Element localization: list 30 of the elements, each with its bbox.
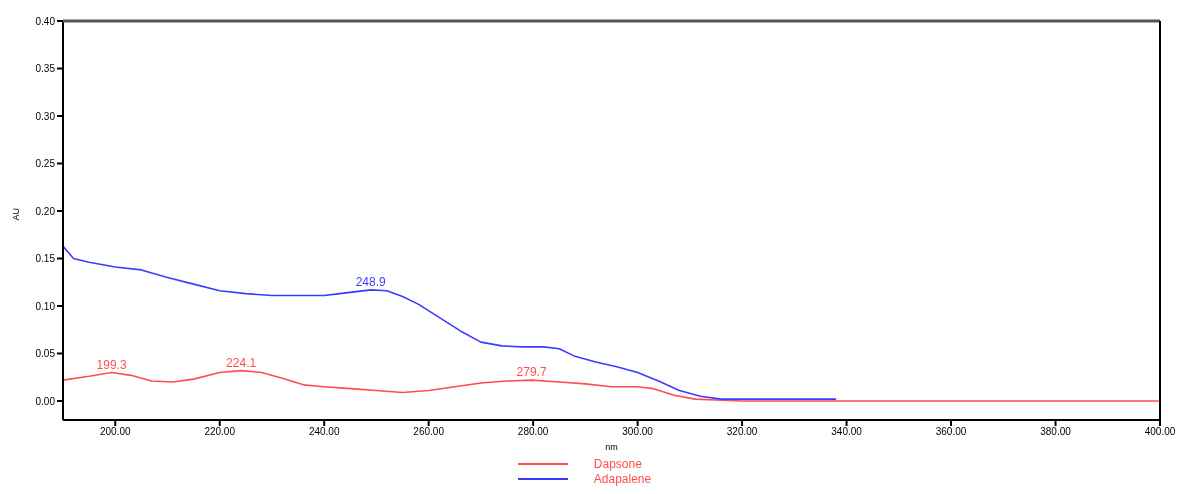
line-series xyxy=(63,369,1160,402)
x-tick-label: 400.00 xyxy=(1144,426,1176,438)
y-tick-label: 0.05 xyxy=(35,348,56,360)
x-tick-label: 220.00 xyxy=(204,426,236,438)
x-tick-label: 340.00 xyxy=(831,426,863,438)
legend-label: Adapalene xyxy=(593,471,652,486)
annotation: 199.3 xyxy=(96,357,127,372)
y-tick-label: 0.00 xyxy=(35,395,56,407)
annotation: 279.7 xyxy=(516,365,547,380)
x-tick-label: 300.00 xyxy=(622,426,654,438)
y-axis-title: AU xyxy=(11,207,22,221)
x-tick-label: 240.00 xyxy=(308,426,340,438)
x-tick-label: 260.00 xyxy=(413,426,445,438)
y-tick-label: 0.40 xyxy=(35,15,56,27)
x-tick-label: 320.00 xyxy=(726,426,758,438)
y-tick-label: 0.10 xyxy=(35,300,56,312)
x-tick-label: 280.00 xyxy=(517,426,549,438)
annotation: 224.1 xyxy=(226,355,257,370)
x-tick-label: 200.00 xyxy=(99,426,131,438)
x-tick-label: 380.00 xyxy=(1040,426,1072,438)
y-tick-label: 0.20 xyxy=(35,205,56,217)
legend-label: Dapsone xyxy=(593,456,642,471)
y-tick-label: 0.35 xyxy=(35,63,56,75)
line-series xyxy=(63,245,837,400)
y-tick-label: 0.30 xyxy=(35,110,56,122)
annotation: 248.9 xyxy=(355,274,387,289)
x-tick-label: 360.00 xyxy=(935,426,967,438)
y-tick-label: 0.25 xyxy=(35,158,56,170)
y-tick-label: 0.15 xyxy=(35,253,56,265)
x-axis-title: nm xyxy=(605,442,618,452)
